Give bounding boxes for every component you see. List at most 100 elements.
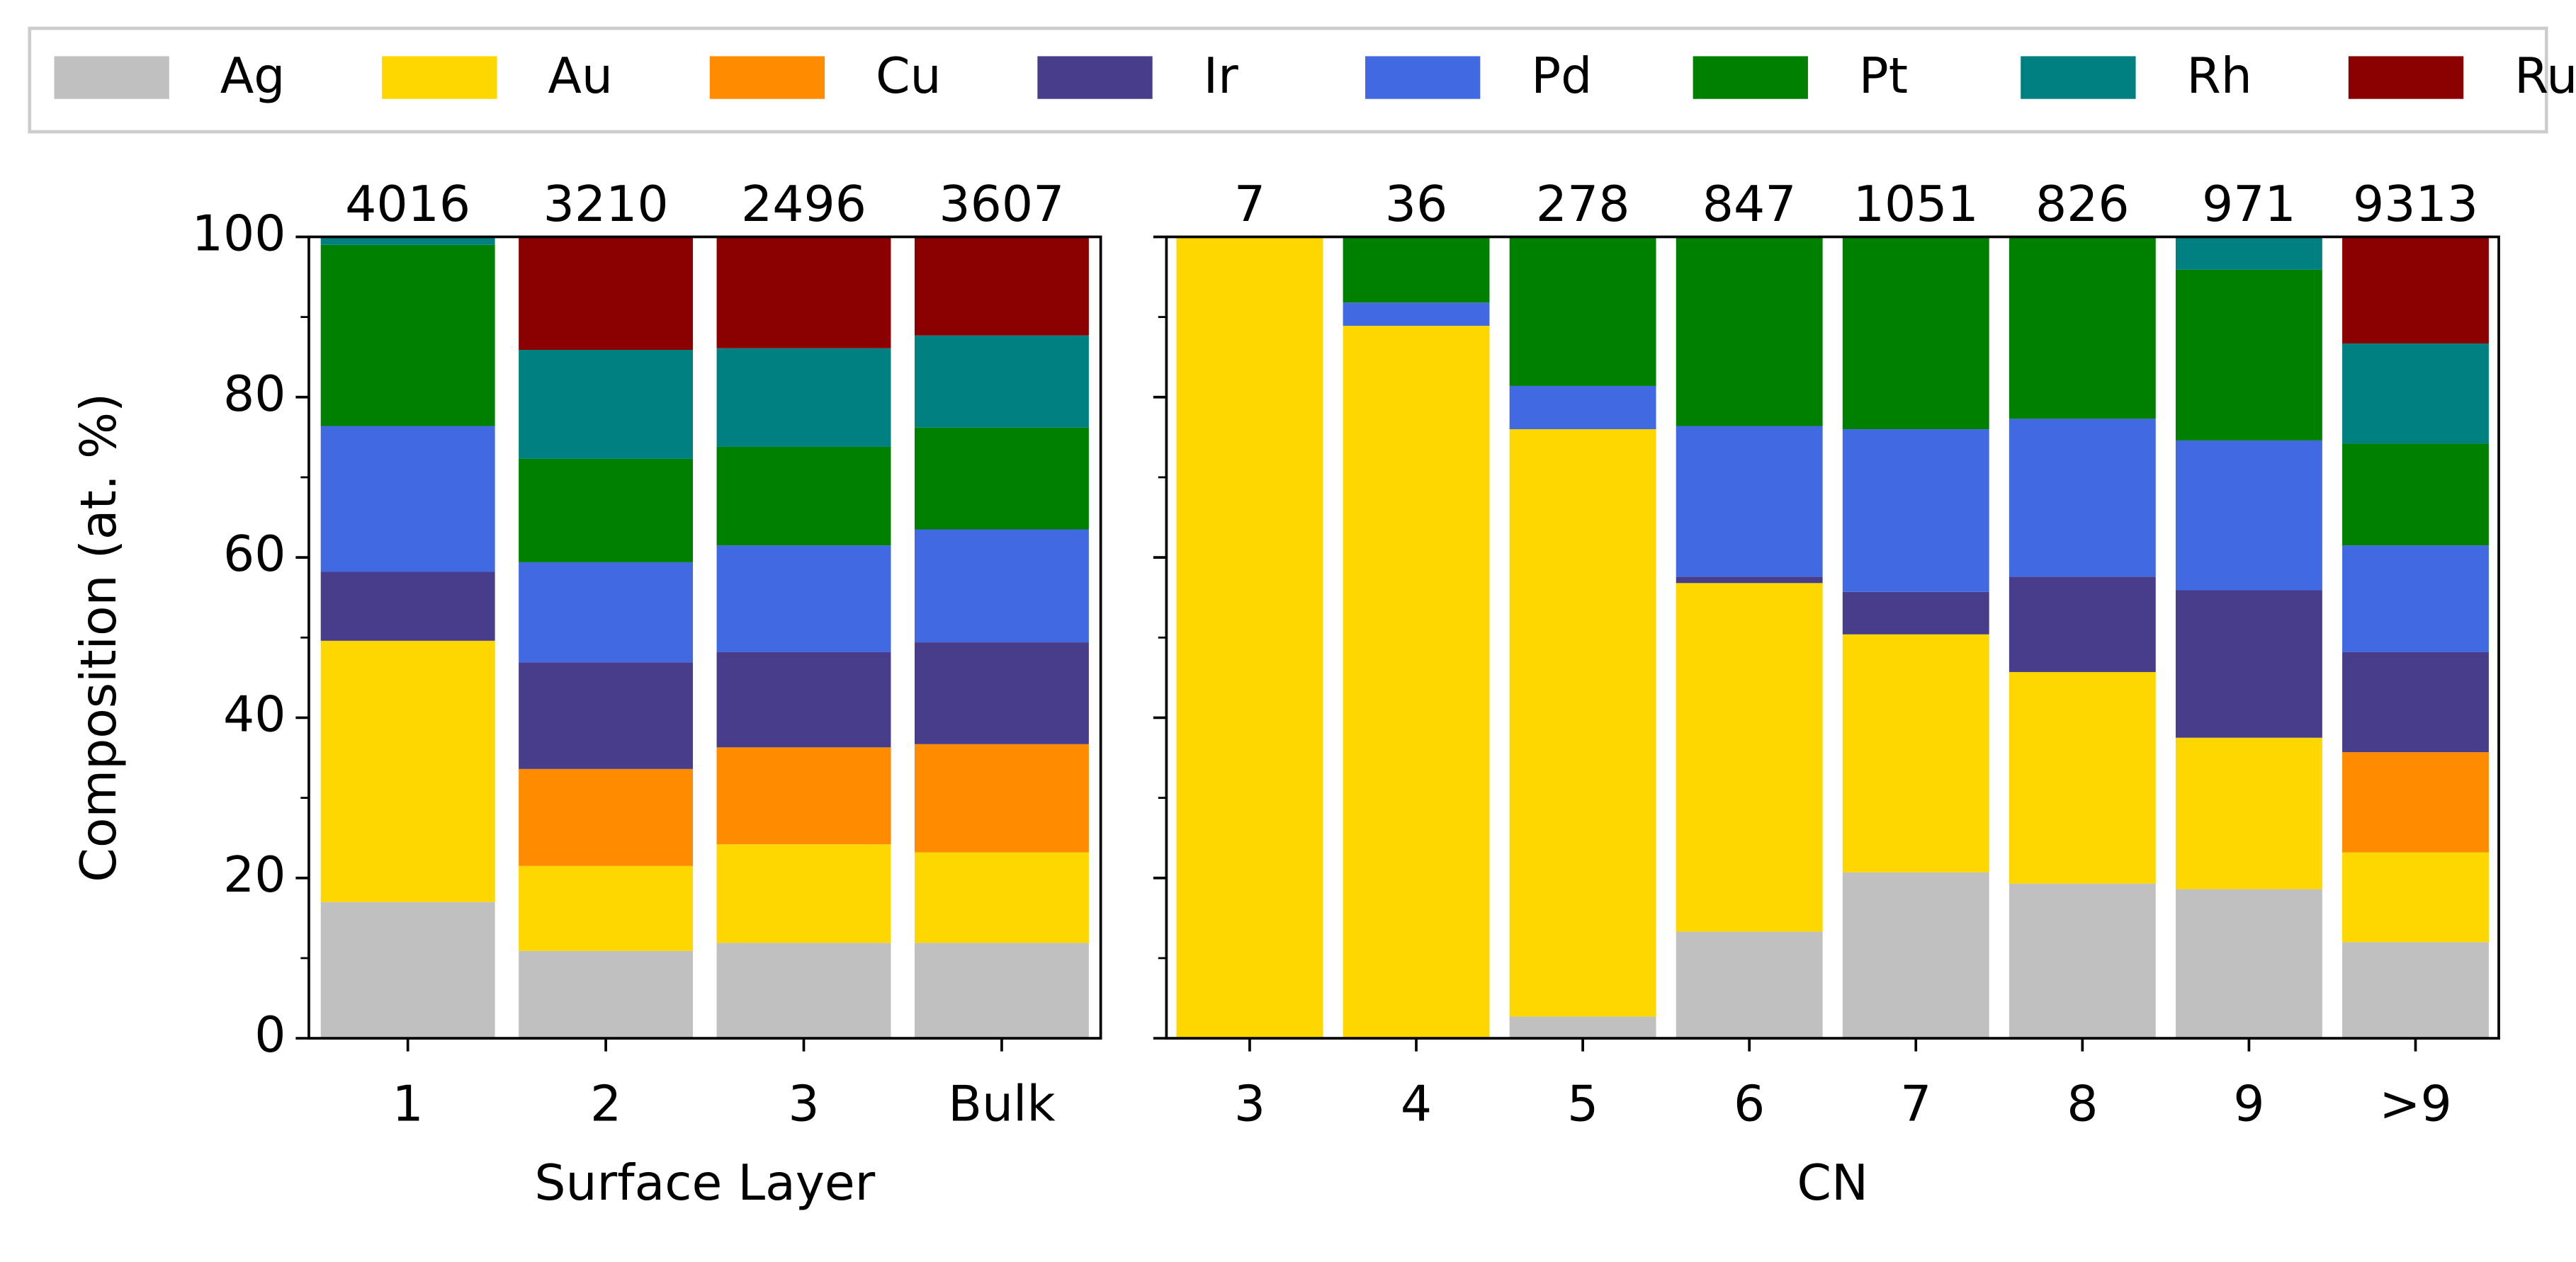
bar-segment — [320, 426, 495, 572]
y-tick-label: 60 — [223, 525, 286, 583]
x-tick-label: 3 — [1234, 1076, 1265, 1133]
bar-segment — [1509, 429, 1656, 1017]
bar-segment — [519, 865, 694, 951]
legend-label: Pd — [1531, 47, 1592, 105]
bar-segment — [320, 244, 495, 426]
bar-segment — [2175, 590, 2322, 738]
x-tick-label: 1 — [392, 1076, 424, 1133]
bar-segment — [1509, 237, 1656, 386]
bar-segment — [914, 852, 1089, 943]
bar-segment — [519, 237, 694, 351]
bar-segment — [1509, 385, 1656, 430]
legend-swatch — [54, 56, 169, 99]
bar-segment — [1343, 326, 1490, 1039]
bar-segment — [1842, 591, 1989, 635]
bar-segment — [716, 747, 891, 845]
y-tick-label: 40 — [223, 686, 286, 743]
bar-segment — [1343, 237, 1490, 303]
axes-frame — [1165, 235, 2500, 1040]
bar-segment — [1509, 1016, 1656, 1039]
x-tick-label: 7 — [1900, 1076, 1931, 1133]
count-label: 278 — [1536, 176, 1630, 233]
x-tick-label: 5 — [1567, 1076, 1598, 1133]
bar-segment — [1676, 237, 1823, 426]
bar-segment — [1676, 576, 1823, 584]
bar-segment — [2342, 443, 2489, 546]
x-tick-label: 9 — [2233, 1076, 2264, 1133]
legend-swatch — [1693, 56, 1808, 99]
bar-segment — [1676, 931, 1823, 1039]
bar-segment — [716, 237, 891, 348]
bar-segment — [2175, 237, 2322, 270]
bar-segment — [1842, 237, 1989, 430]
bar-segment — [2342, 942, 2489, 1039]
bar-segment — [914, 427, 1089, 530]
bar-segment — [716, 348, 891, 447]
x-tick-label: 6 — [1734, 1076, 1765, 1133]
count-label: 7 — [1234, 176, 1265, 233]
count-label: 971 — [2202, 176, 2296, 233]
y-tick-label: 0 — [254, 1006, 286, 1064]
bar-segment — [1676, 583, 1823, 932]
legend-swatch — [2021, 56, 2136, 99]
legend-label: Au — [548, 47, 613, 105]
count-label: 1051 — [1853, 176, 1979, 233]
bar-segment — [2175, 889, 2322, 1039]
count-label: 2496 — [741, 176, 866, 233]
bar-segment — [320, 572, 495, 641]
legend-label: Pt — [1859, 47, 1908, 105]
bar-segment — [519, 662, 694, 769]
x-tick-label: Bulk — [948, 1076, 1056, 1133]
bar-segment — [914, 943, 1089, 1039]
bar-segment — [2009, 419, 2156, 577]
x-tick-label: >9 — [2379, 1076, 2452, 1133]
x-tick-label: 4 — [1401, 1076, 1432, 1133]
legend-label: Rh — [2186, 47, 2252, 105]
count-label: 36 — [1385, 176, 1448, 233]
y-axis-label: Composition (at. %) — [70, 393, 128, 882]
bar-segment — [519, 458, 694, 562]
legend-swatch — [709, 56, 825, 99]
bar-segment — [1842, 872, 1989, 1039]
bar-segment — [2342, 852, 2489, 943]
legend-swatch — [382, 56, 497, 99]
bar-segment — [2009, 671, 2156, 884]
bar-segment — [519, 350, 694, 459]
count-label: 4016 — [345, 176, 470, 233]
bar-segment — [2342, 237, 2489, 343]
legend-swatch — [1365, 56, 1481, 99]
x-axis-label: CN — [1797, 1154, 1868, 1212]
bar-segment — [2009, 237, 2156, 419]
bar-segment — [1676, 426, 1823, 577]
count-label: 3607 — [939, 176, 1064, 233]
bar-segment — [716, 446, 891, 546]
bar-segment — [320, 902, 495, 1039]
bar-segment — [2342, 545, 2489, 652]
bar-segment — [716, 652, 891, 748]
bar-segment — [2342, 343, 2489, 444]
legend-label: Ag — [220, 47, 286, 105]
bar-segment — [2009, 576, 2156, 672]
x-axis-label: Surface Layer — [534, 1154, 875, 1212]
bar-segment — [2175, 440, 2322, 591]
x-tick-label: 8 — [2067, 1076, 2098, 1133]
bar-segment — [914, 642, 1089, 744]
bar-segment — [2175, 269, 2322, 440]
count-label: 9313 — [2353, 176, 2478, 233]
bar-segment — [519, 950, 694, 1039]
bar-segment — [2342, 652, 2489, 753]
bar-segment — [716, 545, 891, 652]
legend-swatch — [2348, 56, 2464, 99]
bar-segment — [2342, 752, 2489, 853]
bar-segment — [1176, 237, 1323, 1039]
y-tick-label: 100 — [192, 205, 286, 263]
bar-segment — [716, 943, 891, 1039]
bar-segment — [1842, 634, 1989, 872]
bar-segment — [1343, 302, 1490, 326]
bar-segment — [914, 529, 1089, 643]
legend-label: Ir — [1204, 47, 1239, 105]
legend-swatch — [1037, 56, 1153, 99]
axes-frame — [307, 235, 1102, 1040]
bar-segment — [1842, 429, 1989, 592]
